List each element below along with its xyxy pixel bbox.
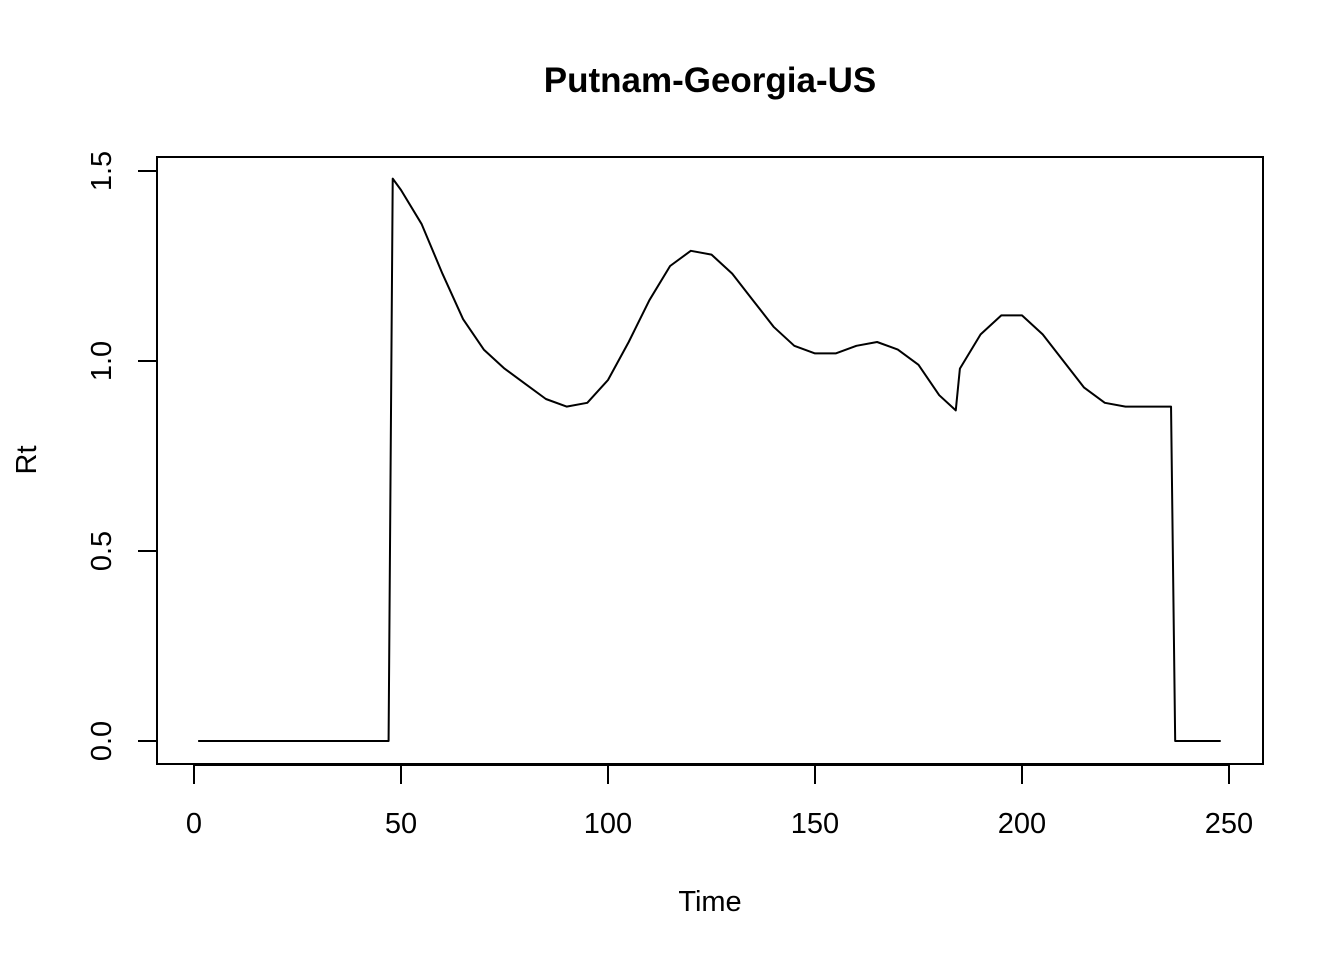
x-tick-label: 50 <box>385 808 417 840</box>
x-axis-label: Time <box>678 886 741 918</box>
x-axis: 0 50 100 150 200 250 <box>186 764 1253 840</box>
y-axis: 0.0 0.5 1.0 1.5 <box>86 151 158 761</box>
x-tick-label: 100 <box>584 808 632 840</box>
x-tick-label: 150 <box>791 808 839 840</box>
y-axis-label: Rt <box>11 446 43 475</box>
series-line <box>198 177 1221 742</box>
y-tick-label: 1.0 <box>86 341 118 381</box>
y-tick-label: 0.5 <box>86 531 118 571</box>
y-tick-label: 1.5 <box>86 151 118 191</box>
plot-frame <box>156 156 1264 765</box>
y-tick-label: 0.0 <box>86 721 118 761</box>
x-tick-label: 250 <box>1205 808 1253 840</box>
x-tick-label: 0 <box>186 808 202 840</box>
x-tick-label: 200 <box>998 808 1046 840</box>
chart-title: Putnam-Georgia-US <box>544 61 877 100</box>
